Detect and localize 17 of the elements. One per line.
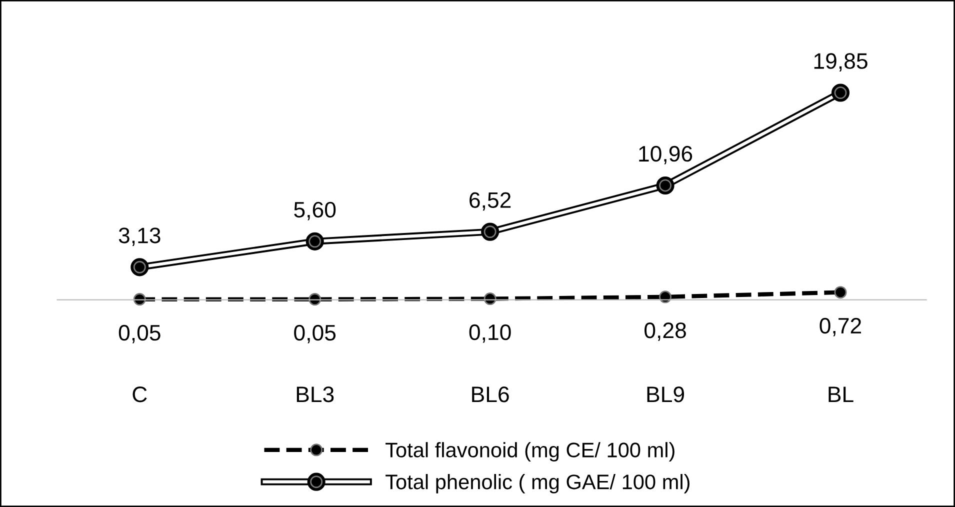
x-tick-label: C <box>132 386 147 402</box>
data-label: 0,05 <box>118 324 160 344</box>
data-label: 0,28 <box>644 322 686 341</box>
data-label: 19,85 <box>814 53 868 72</box>
x-tick-label: BL <box>828 386 854 402</box>
x-tick-label: BL3 <box>296 386 334 402</box>
data-label: 0,10 <box>469 324 511 343</box>
legend-label: Total flavonoid (mg CE/ 100 ml) <box>386 442 674 462</box>
data-label: 10,96 <box>639 146 692 164</box>
data-label: 3,13 <box>118 228 160 246</box>
x-tick-label: BL9 <box>647 386 684 402</box>
legend-label: Total phenolic ( mg GAE/ 100 ml) <box>386 474 690 494</box>
data-label: 6,52 <box>470 192 511 211</box>
x-tick-label: BL6 <box>472 386 509 402</box>
data-label: 0,72 <box>820 318 862 336</box>
data-label: 5,60 <box>294 202 336 220</box>
data-label: 0,05 <box>294 324 336 344</box>
